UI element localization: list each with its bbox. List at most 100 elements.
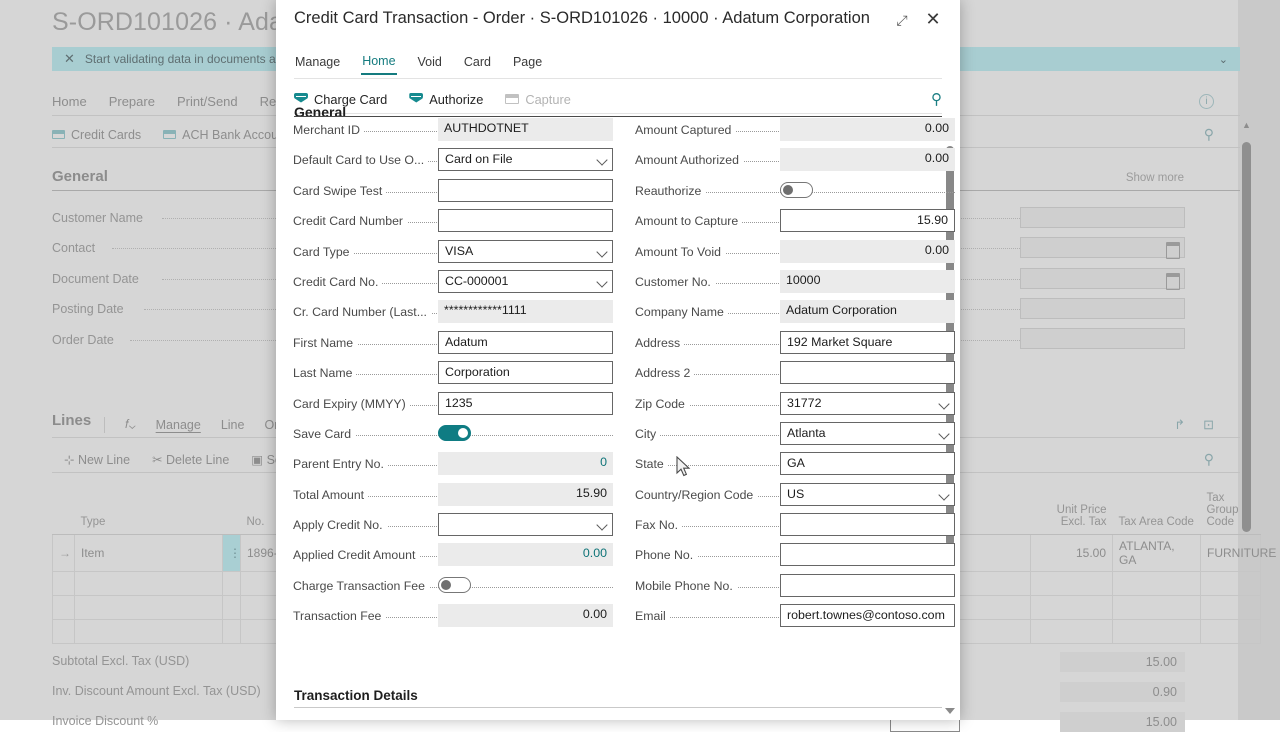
input-city[interactable]: Atlanta — [780, 421, 955, 445]
input-order-date[interactable] — [1020, 298, 1185, 319]
label-email: Email — [635, 609, 670, 624]
cell-unit-price[interactable] — [1030, 571, 1113, 596]
label-first-name: First Name — [293, 335, 358, 350]
credit-cards-label: Credit Cards — [71, 127, 142, 142]
cell-tax-area[interactable] — [1112, 571, 1201, 596]
col-type[interactable]: Type — [74, 490, 223, 535]
input-phone-no[interactable] — [780, 543, 955, 567]
input-card-type[interactable]: VISA — [438, 239, 613, 263]
cell-type[interactable] — [74, 571, 223, 596]
lines-fx-icon[interactable]: 𝑓⌄ — [125, 417, 136, 431]
col-tax-area-code[interactable]: Tax Area Code — [1112, 490, 1201, 535]
col-spacer — [222, 490, 241, 535]
input-credit-card-no[interactable]: CC-000001 — [438, 269, 613, 293]
input-card-swipe-test[interactable] — [438, 178, 613, 202]
cell-tax-area[interactable] — [1112, 595, 1201, 620]
tab-print-send[interactable]: Print/Send — [176, 94, 238, 109]
input-mobile-phone-no[interactable] — [780, 573, 955, 597]
row-menu-icon[interactable]: ⋮ — [222, 534, 241, 572]
cell-type[interactable] — [74, 595, 223, 620]
lines-tab-manage[interactable]: Manage — [155, 417, 201, 432]
scrollbar-thumb[interactable] — [1242, 142, 1251, 532]
inv-discount-value: 0.90 — [1060, 682, 1185, 702]
field-row-card-type: Card Type VISA — [293, 239, 613, 270]
cell-type[interactable]: Item — [74, 534, 223, 572]
col-unit-price[interactable]: Unit Price Excl. Tax — [1030, 490, 1113, 535]
charge-card-button[interactable]: Charge Card — [294, 92, 387, 107]
share-icon[interactable]: ↱ — [1174, 416, 1186, 432]
dialog-scrollbar[interactable] — [942, 118, 958, 718]
input-document-date[interactable] — [1020, 237, 1185, 259]
input-address[interactable]: 192 Market Square — [780, 330, 955, 354]
cell-type[interactable] — [74, 619, 223, 644]
lines-tab-line[interactable]: Line — [220, 417, 245, 432]
row-indicator — [52, 571, 75, 596]
show-more-link[interactable]: Show more — [1125, 172, 1184, 184]
open-in-excel-icon[interactable]: ⊡ — [1203, 416, 1214, 432]
input-card-expiry-mmyy[interactable]: 1235 — [438, 391, 613, 415]
input-last-name[interactable]: Corporation — [438, 361, 613, 385]
new-line-button[interactable]: ⊹ New Line — [64, 453, 131, 467]
input-first-name[interactable]: Adatum — [438, 330, 613, 354]
input-posting-date[interactable] — [1020, 268, 1185, 290]
tab-divider — [294, 78, 942, 79]
input-credit-card-number[interactable] — [438, 209, 613, 233]
credit-cards-button[interactable]: Credit Cards — [52, 128, 141, 142]
col-tax-group-code[interactable]: Tax Group Code — [1200, 490, 1261, 535]
label-amount-to-capture: Amount to Capture — [635, 214, 743, 229]
scroll-down-arrow[interactable] — [945, 708, 955, 714]
delete-line-button[interactable]: ✂ Delete Line — [152, 453, 230, 467]
page-scrollbar[interactable]: ▲ — [1241, 120, 1252, 580]
input-zip-code[interactable]: 31772 — [780, 391, 955, 415]
input-email[interactable]: robert.townes@contoso.com — [780, 604, 955, 628]
cell-tax-group[interactable]: FURNITURE — [1200, 534, 1276, 572]
tab-manage[interactable]: Manage — [295, 55, 341, 69]
authorize-button[interactable]: Authorize — [409, 92, 483, 107]
cell-tax-group[interactable] — [1200, 619, 1261, 644]
control-wrap-save-card — [438, 422, 613, 445]
input-apply-credit-no[interactable] — [438, 513, 613, 537]
unpin-icon[interactable]: ⚲ — [1203, 451, 1214, 467]
cell-tax-area[interactable] — [1112, 619, 1201, 644]
cell-unit-price[interactable] — [1030, 619, 1113, 644]
cell-tax-area[interactable]: ATLANTA, GA — [1112, 534, 1201, 572]
close-icon[interactable]: ✕ — [64, 51, 75, 66]
input-order-date-2[interactable] — [1020, 328, 1185, 349]
control-wrap-first-name: Adatum — [438, 330, 613, 354]
cell-tax-group[interactable] — [1200, 595, 1261, 620]
tab-void[interactable]: Void — [417, 55, 442, 69]
input-default-card-to-use-o[interactable]: Card on File — [438, 148, 613, 172]
control-wrap-cr-card-number-last: ************1111 — [438, 300, 613, 324]
toggle-reauthorize[interactable] — [780, 181, 813, 198]
tab-card[interactable]: Card — [463, 55, 491, 69]
info-icon[interactable]: i — [1199, 94, 1214, 109]
input-state[interactable]: GA — [780, 452, 955, 476]
cell-unit-price[interactable]: 15.00 — [1030, 534, 1113, 572]
cell-unit-price[interactable] — [1030, 595, 1113, 620]
tab-home[interactable]: Home — [361, 52, 397, 75]
input-country-region-code[interactable]: US — [780, 482, 955, 506]
contact-label: Contact — [52, 241, 96, 255]
ach-bank-accounts-button[interactable]: ACH Bank Accounts — [163, 128, 295, 142]
tab-prepare[interactable]: Prepare — [108, 94, 155, 109]
form-body: Merchant ID AUTHDOTNET Default Card to Use… — [276, 118, 960, 720]
input-address-2[interactable] — [780, 361, 955, 385]
toggle-save-card[interactable] — [438, 424, 471, 441]
unpin-icon[interactable]: ⚲ — [931, 91, 942, 108]
control-wrap-transaction-fee: 0.00 — [438, 604, 613, 628]
control-wrap-parent-entry-no: 0 — [438, 452, 613, 476]
label-company-name: Company Name — [635, 305, 728, 320]
row-menu-icon — [222, 595, 241, 620]
input-amount-to-capture[interactable]: 15.90 — [780, 209, 955, 233]
unpin-icon[interactable]: ⚲ — [1203, 126, 1214, 142]
close-icon[interactable]: ✕ — [925, 9, 941, 29]
toggle-charge-transaction-fee[interactable] — [438, 576, 471, 593]
input-fax-no[interactable] — [780, 513, 955, 537]
expand-icon[interactable]: ⤢ — [896, 12, 908, 28]
tab-page[interactable]: Page — [512, 55, 543, 69]
input-customer-name[interactable] — [1020, 207, 1185, 228]
scroll-up-arrow[interactable]: ▲ — [1242, 120, 1251, 130]
credit-card-transaction-dialog: Credit Card Transaction - Order · S-ORD1… — [276, 0, 960, 720]
chevron-down-icon[interactable]: ⌄ — [1218, 53, 1228, 66]
tab-home[interactable]: Home — [52, 94, 87, 109]
